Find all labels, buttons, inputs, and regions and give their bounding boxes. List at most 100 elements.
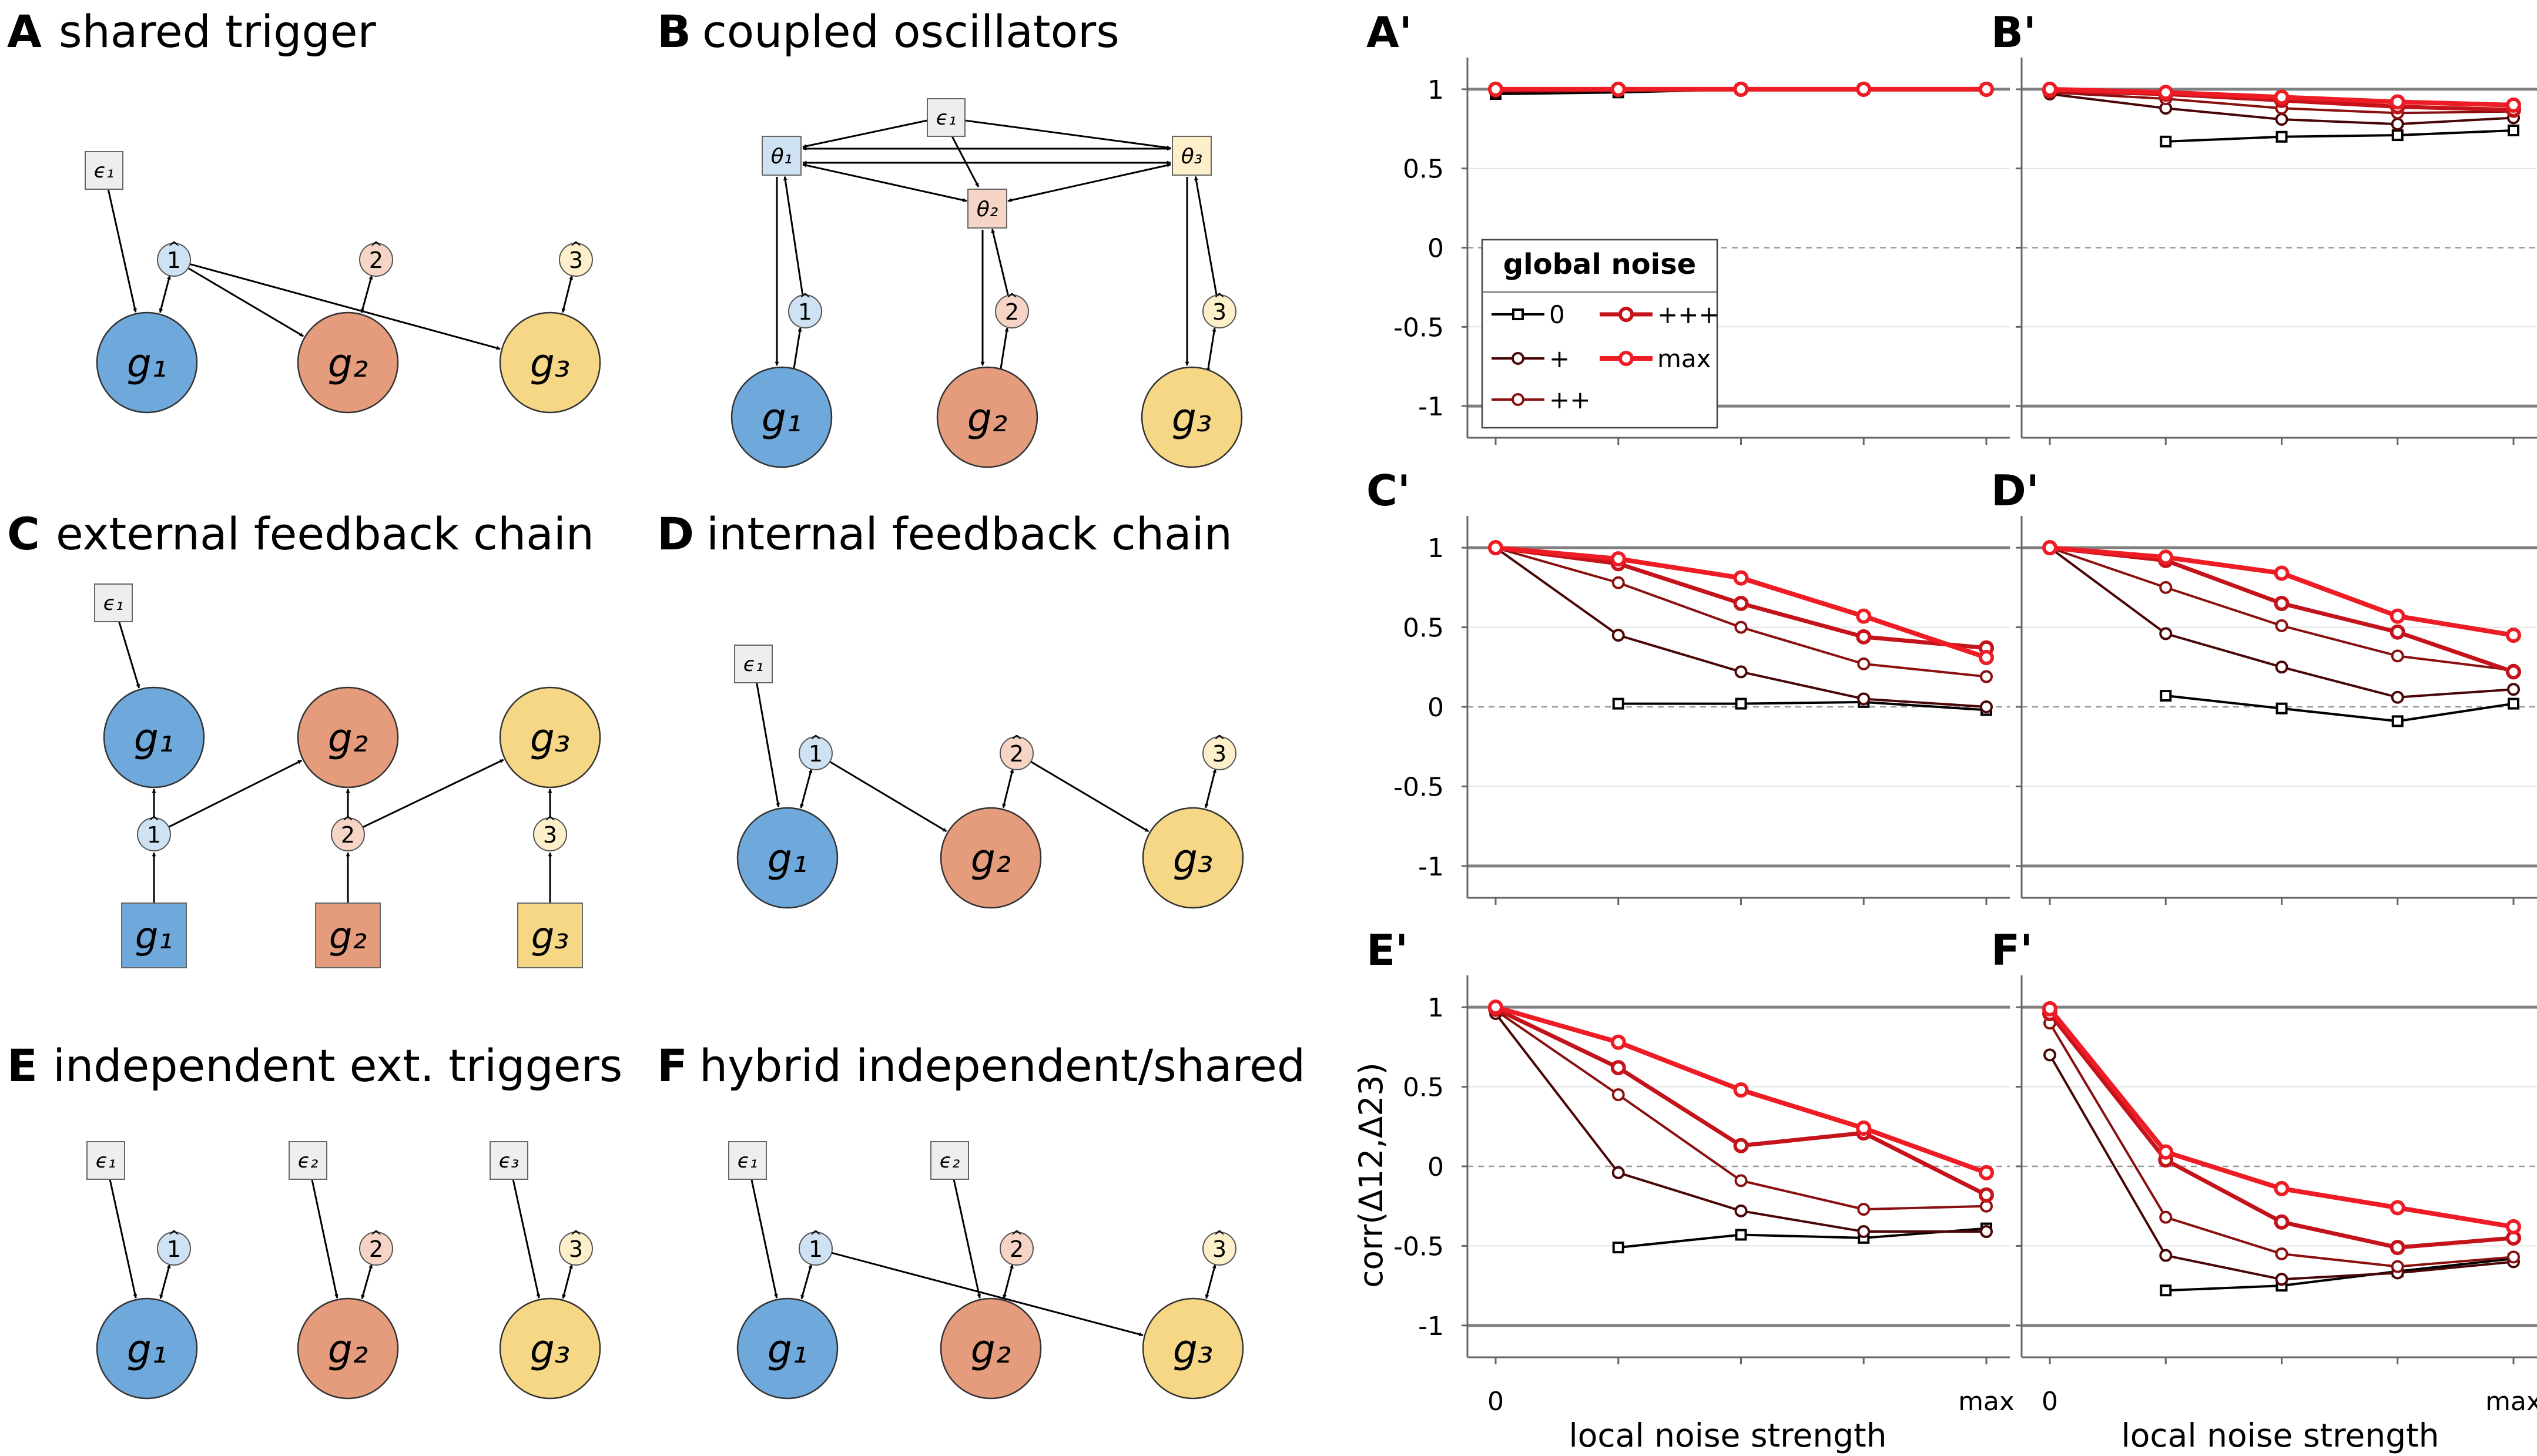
data-point-0 bbox=[1735, 697, 1747, 710]
F-node-c1 bbox=[799, 1232, 833, 1266]
C-node-c3-label: 3 bbox=[543, 822, 557, 848]
B-node-eps1 bbox=[927, 98, 966, 137]
B-node-g1 bbox=[730, 366, 833, 468]
panel-letter-F: F bbox=[657, 1039, 688, 1092]
A-node-g1-label: g₁ bbox=[127, 341, 167, 386]
E-node-g1-label: g₁ bbox=[127, 1327, 167, 1372]
F-node-c3 bbox=[1202, 1232, 1236, 1266]
E-node-eps1 bbox=[86, 1141, 125, 1180]
x-axis-label-right: local noise strength bbox=[2121, 1417, 2439, 1454]
F-arrow-c3-g3 bbox=[1205, 1264, 1216, 1299]
data-point-0 bbox=[1612, 697, 1624, 710]
chart-panel-3: C' 1 0.5 0 -0.5 -1 bbox=[1366, 466, 2010, 905]
data-point-max bbox=[2506, 97, 2521, 113]
F-node-c1-hat: ^ bbox=[809, 1228, 822, 1246]
data-point-+ bbox=[2275, 660, 2288, 674]
y-tick-label: -1 bbox=[1418, 852, 1444, 882]
legend-swatch-marker bbox=[1512, 308, 1524, 320]
F-node-c1-label: 1 bbox=[809, 1236, 823, 1262]
data-point-0 bbox=[2160, 135, 2172, 147]
D-arrow-c3-g3 bbox=[1204, 769, 1216, 808]
A-arrow-c1-g1 bbox=[159, 275, 171, 313]
y-tick-label: 0.5 bbox=[1403, 613, 1444, 643]
data-point-max bbox=[1733, 570, 1749, 586]
data-point-max bbox=[1979, 650, 1994, 666]
A-node-c1-hat: ^ bbox=[167, 239, 180, 257]
F-node-eps2-label: ϵ₂ bbox=[940, 1149, 960, 1173]
A-arrow-eps-g1 bbox=[107, 188, 137, 313]
data-point-+++ bbox=[1733, 1138, 1749, 1153]
panel-title-A: shared trigger bbox=[59, 5, 376, 58]
B-arrow-eps-t2 bbox=[951, 136, 980, 187]
F-node-c2-hat: ^ bbox=[1010, 1228, 1023, 1246]
F-node-eps1-label: ϵ₁ bbox=[738, 1149, 758, 1173]
D-node-g3 bbox=[1142, 807, 1244, 909]
data-point-+ bbox=[2043, 1048, 2056, 1062]
data-point-++ bbox=[1734, 620, 1748, 634]
data-point-max bbox=[2042, 1001, 2057, 1016]
E-node-g1 bbox=[96, 1297, 198, 1400]
B-node-c1-hat: ^ bbox=[799, 291, 812, 308]
D-arrow-c1-g1 bbox=[800, 769, 813, 808]
y-tick-label: 0 bbox=[1427, 234, 1444, 264]
D-node-c1-hat: ^ bbox=[809, 733, 822, 750]
A-node-c3-label: 3 bbox=[569, 247, 583, 273]
C-node-sq1-label: g₁ bbox=[135, 914, 173, 957]
data-point-max bbox=[2274, 1180, 2290, 1196]
B-arrow-c1-g1 bbox=[792, 327, 802, 373]
data-point-max bbox=[1610, 1034, 1626, 1050]
A-arrow-c1-g3 bbox=[189, 263, 501, 350]
D-node-g2-label: g₂ bbox=[971, 836, 1011, 881]
E-node-c2 bbox=[359, 1232, 393, 1266]
data-point-+++ bbox=[1856, 629, 1872, 645]
E-node-eps3-label: ϵ₃ bbox=[499, 1149, 520, 1173]
series-line-0 bbox=[1618, 700, 1987, 712]
A-arrow-c3-g3 bbox=[561, 275, 574, 313]
C-node-g2-label: g₂ bbox=[328, 716, 368, 761]
x-tick-label: 0 bbox=[2042, 1387, 2058, 1417]
legend-item: ++ bbox=[1492, 385, 1590, 414]
B-node-theta3 bbox=[1172, 136, 1212, 176]
panel-title-B: coupled oscillators bbox=[702, 5, 1120, 58]
legend-label: +++ bbox=[1657, 300, 1720, 329]
A-node-g2 bbox=[297, 311, 399, 414]
data-point-0 bbox=[2508, 125, 2519, 137]
B-node-c1 bbox=[788, 294, 822, 328]
B-node-g3 bbox=[1141, 366, 1243, 468]
data-point-0 bbox=[2160, 1284, 2172, 1297]
E-node-c3-label: 3 bbox=[569, 1236, 583, 1262]
B-node-c3-label: 3 bbox=[1212, 299, 1226, 325]
F-node-g3-label: g₃ bbox=[1173, 1327, 1213, 1372]
C-node-eps1 bbox=[94, 583, 133, 622]
F-node-eps1 bbox=[728, 1141, 767, 1180]
data-point-++ bbox=[1611, 576, 1625, 589]
legend-item: 0 bbox=[1492, 300, 1565, 329]
B-node-c2-hat: ^ bbox=[1006, 291, 1018, 308]
E-node-g3-label: g₃ bbox=[530, 1327, 570, 1372]
series-line-++ bbox=[1495, 546, 1987, 678]
F-node-c3-label: 3 bbox=[1212, 1236, 1226, 1262]
panel-title-E: independent ext. triggers bbox=[53, 1039, 622, 1092]
C-arrow-c1-g2 bbox=[168, 760, 302, 828]
A-arrow-c2-g2 bbox=[360, 275, 373, 313]
A-node-c2-label: 2 bbox=[369, 247, 383, 273]
C-node-c1 bbox=[137, 817, 171, 851]
series-line-+++ bbox=[2048, 1012, 2514, 1250]
F-arrow-eps2-g2 bbox=[953, 1178, 981, 1299]
data-point-max bbox=[1488, 999, 1503, 1015]
chart-panel-5: E' 1 0.5 0 -0.5 -1 0 max bbox=[1366, 925, 2015, 1417]
D-node-c3-label: 3 bbox=[1212, 741, 1226, 767]
data-point-max bbox=[1610, 81, 1626, 97]
series-line-0 bbox=[2166, 129, 2514, 143]
E-arrow-c2-g2 bbox=[361, 1264, 373, 1299]
D-node-eps1 bbox=[734, 645, 773, 683]
E-node-eps1-label: ϵ₁ bbox=[96, 1149, 116, 1173]
data-point-+ bbox=[2275, 113, 2288, 126]
panel-letter-D: D bbox=[657, 508, 694, 560]
C-node-c1-hat: ^ bbox=[148, 814, 160, 831]
panel-letter-B: B bbox=[657, 5, 691, 58]
y-tick-label: -0.5 bbox=[1393, 1232, 1444, 1262]
y-axis-label: corr(Δ12,Δ23) bbox=[1352, 1062, 1390, 1288]
data-point-++ bbox=[2275, 1247, 2288, 1260]
